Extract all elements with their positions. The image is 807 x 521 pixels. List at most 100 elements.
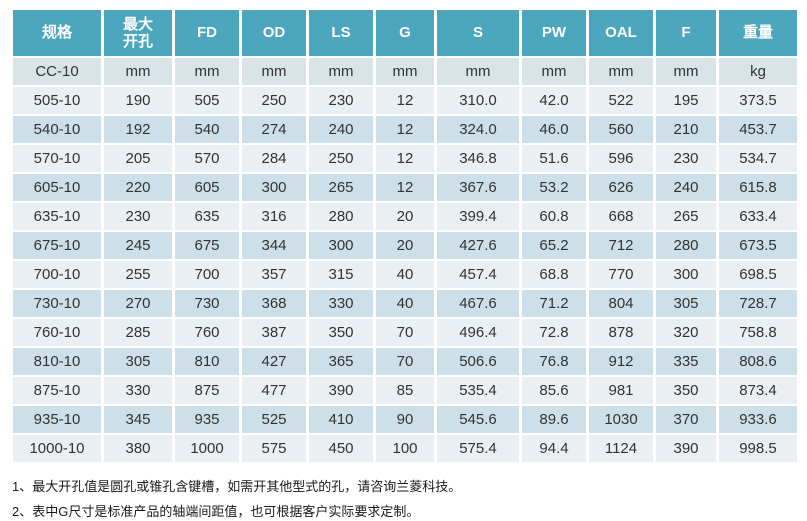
table-row-cell: 350 [309,319,373,346]
table-row-cell: 390 [656,435,716,462]
col-header-g: G [376,10,434,56]
table-row-cell: 387 [242,319,306,346]
table-row-cell: 195 [656,87,716,114]
table-row-cell: 545.6 [437,406,519,433]
unit-row-cell: mm [437,58,519,85]
table-row-cell: 730-10 [13,290,101,317]
table-row-cell: 315 [309,261,373,288]
table-row-cell: 60.8 [522,203,586,230]
table-row-cell: 477 [242,377,306,404]
table-row-cell: 626 [589,174,653,201]
table-row: 635-10 230 635 316 280 20 399.4 60.8 668 265 633.4 [13,203,797,230]
unit-row-cell: mm [175,58,239,85]
table-row-cell: 675-10 [13,232,101,259]
table-row: 875-10 330 875 477 390 85 535.4 85.6 981 350 873.4 [13,377,797,404]
table-row-cell: 70 [376,348,434,375]
table-row-cell: 20 [376,232,434,259]
footnote-2: 2、表中G尺寸是标准产品的轴端间距值，也可根据客户实际要求定制。 [12,504,420,519]
table-row-cell: 12 [376,116,434,143]
table-row-cell: 1030 [589,406,653,433]
table-row-cell: 912 [589,348,653,375]
table-row-cell: 570-10 [13,145,101,172]
table-row-cell: 878 [589,319,653,346]
col-header-f: F [656,10,716,56]
table-row-cell: 100 [376,435,434,462]
col-header-spec: 规格 [13,10,101,56]
table-row-cell: 496.4 [437,319,519,346]
table-row-cell: 12 [376,145,434,172]
table-row-cell: 535.4 [437,377,519,404]
table-row-cell: 300 [309,232,373,259]
table-row-cell: 712 [589,232,653,259]
table-row-cell: 240 [309,116,373,143]
unit-row-cell: mm [522,58,586,85]
table-row-cell: 380 [104,435,172,462]
unit-row-cell: mm [656,58,716,85]
table-row-cell: 240 [656,174,716,201]
table-row-cell: 192 [104,116,172,143]
table-row-cell: 90 [376,406,434,433]
table-row-cell: 230 [656,145,716,172]
table-row: 1000-10 380 1000 575 450 100 575.4 94.4 1124 390 9… [13,435,797,462]
table-row-cell: 804 [589,290,653,317]
table-row-cell: 370 [656,406,716,433]
table-row-cell: 65.2 [522,232,586,259]
table-row-cell: 467.6 [437,290,519,317]
table-row-cell: 350 [656,377,716,404]
table-row-cell: 635-10 [13,203,101,230]
table-row-cell: 770 [589,261,653,288]
footnotes: 1、最大开孔值是圆孔或锥孔含键槽，如需开其他型式的孔，请咨询兰菱科技。 2、表中… [10,474,795,521]
table-row: 810-10 305 810 427 365 70 506.6 76.8 912 335 808.6 [13,348,797,375]
table-row-cell: 457.4 [437,261,519,288]
table-row-cell: 205 [104,145,172,172]
table-row-cell: 728.7 [719,290,797,317]
table-row: 730-10 270 730 368 330 40 467.6 71.2 804 305 728.7 [13,290,797,317]
table-row-cell: 673.5 [719,232,797,259]
table-row-cell: 808.6 [719,348,797,375]
col-header-s: S [437,10,519,56]
table-body: CC-10 mm mm mm mm mm mm mm mm mm kg 505-10 190 505 250… [13,58,797,462]
table-row: 675-10 245 675 344 300 20 427.6 65.2 712 280 673.5 [13,232,797,259]
table-row-cell: 525 [242,406,306,433]
table-row: 605-10 220 605 300 265 12 367.6 53.2 626 240 615.8 [13,174,797,201]
table-row-cell: 305 [656,290,716,317]
table-row-cell: 633.4 [719,203,797,230]
table-row-cell: 998.5 [719,435,797,462]
table-row-cell: 250 [242,87,306,114]
table-row-cell: 522 [589,87,653,114]
table-row-cell: 284 [242,145,306,172]
footnote-1: 1、最大开孔值是圆孔或锥孔含键槽，如需开其他型式的孔，请咨询兰菱科技。 [12,479,462,494]
table-row-cell: 210 [656,116,716,143]
table-row-cell: 615.8 [719,174,797,201]
table-row-cell: 274 [242,116,306,143]
table-row-cell: 700 [175,261,239,288]
table-row-cell: 245 [104,232,172,259]
table-row: 700-10 255 700 357 315 40 457.4 68.8 770 300 698.5 [13,261,797,288]
col-header-od: OD [242,10,306,56]
table-row-cell: 730 [175,290,239,317]
table-row-cell: 700-10 [13,261,101,288]
unit-row-cell: mm [242,58,306,85]
table-row-cell: 505 [175,87,239,114]
table-row-cell: 190 [104,87,172,114]
col-header-weight: 重量 [719,10,797,56]
table-row-cell: 575.4 [437,435,519,462]
table-row-cell: 230 [309,87,373,114]
table-row-cell: 320 [656,319,716,346]
table-row-cell: 300 [656,261,716,288]
table-row-cell: 596 [589,145,653,172]
table-row-cell: 505-10 [13,87,101,114]
table-row-cell: 12 [376,174,434,201]
table-row-cell: 85 [376,377,434,404]
table-row-cell: 280 [656,232,716,259]
table-row-cell: 373.5 [719,87,797,114]
col-header-ls: LS [309,10,373,56]
table-row-cell: 605 [175,174,239,201]
spec-table: 规格 最大 开孔 FD OD LS G S PW OAL F 重量 CC-10 m… [10,8,800,464]
table-row-cell: 89.6 [522,406,586,433]
table-row-cell: 330 [104,377,172,404]
table-row-cell: 540 [175,116,239,143]
table-row-cell: 427.6 [437,232,519,259]
table-row-cell: 265 [656,203,716,230]
table-row-cell: 85.6 [522,377,586,404]
